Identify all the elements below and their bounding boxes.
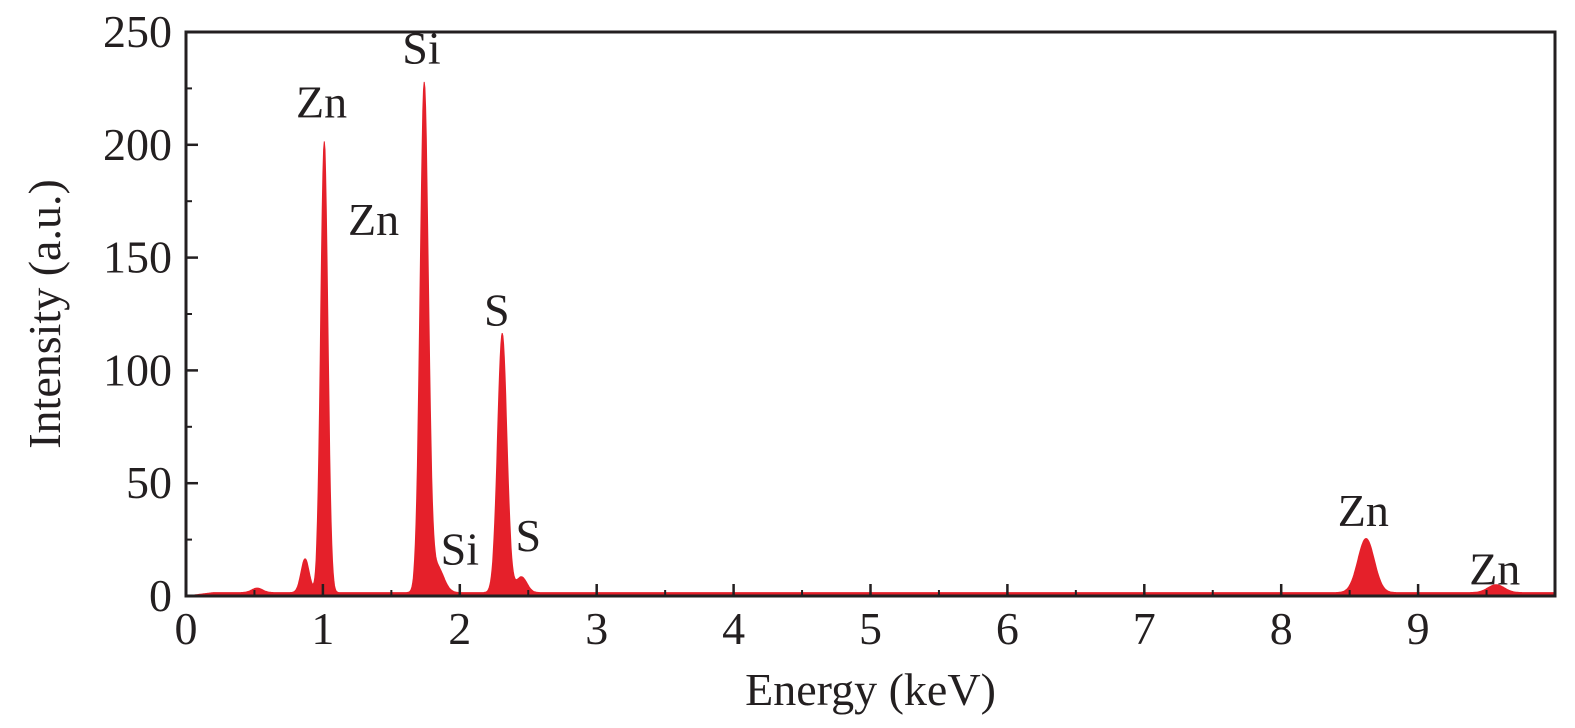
peak-label: Zn	[1469, 544, 1520, 595]
x-axis-title: Energy (keV)	[745, 664, 996, 715]
y-tick-label: 50	[126, 457, 172, 508]
peak-annotations: Zn Zn Si S Si S Zn Zn	[296, 23, 1520, 595]
peak-label: Si	[441, 523, 479, 574]
y-tick-label: 100	[103, 344, 172, 395]
x-tick-label: 7	[1133, 603, 1156, 654]
y-tick-label: 250	[103, 6, 172, 57]
x-tick-label: 0	[175, 603, 198, 654]
y-axis-title: Intensity (a.u.)	[19, 179, 70, 449]
peak-label: Zn	[296, 77, 347, 128]
x-tick-label: 5	[859, 603, 882, 654]
peak-label: Si	[402, 23, 440, 74]
peak-label: Zn	[1338, 485, 1389, 536]
peak-label: S	[515, 510, 541, 561]
x-tick-label: 8	[1270, 603, 1293, 654]
x-tick-label: 3	[585, 603, 608, 654]
y-tick-label: 150	[103, 232, 172, 283]
x-tick-label: 2	[448, 603, 471, 654]
x-tick-label: 4	[722, 603, 745, 654]
x-tick-label: 1	[311, 603, 334, 654]
y-tick-label: 0	[149, 570, 172, 621]
peak-label: Zn	[348, 194, 399, 245]
x-tick-label: 6	[996, 603, 1019, 654]
y-tick-label: 200	[103, 119, 172, 170]
x-tick-label: 9	[1407, 603, 1430, 654]
x-axis: 0 1 2 3 4 5 6 7 8 9	[175, 584, 1488, 654]
y-axis: 0 50 100 150 200 250	[103, 6, 198, 621]
peak-label: S	[484, 284, 510, 335]
